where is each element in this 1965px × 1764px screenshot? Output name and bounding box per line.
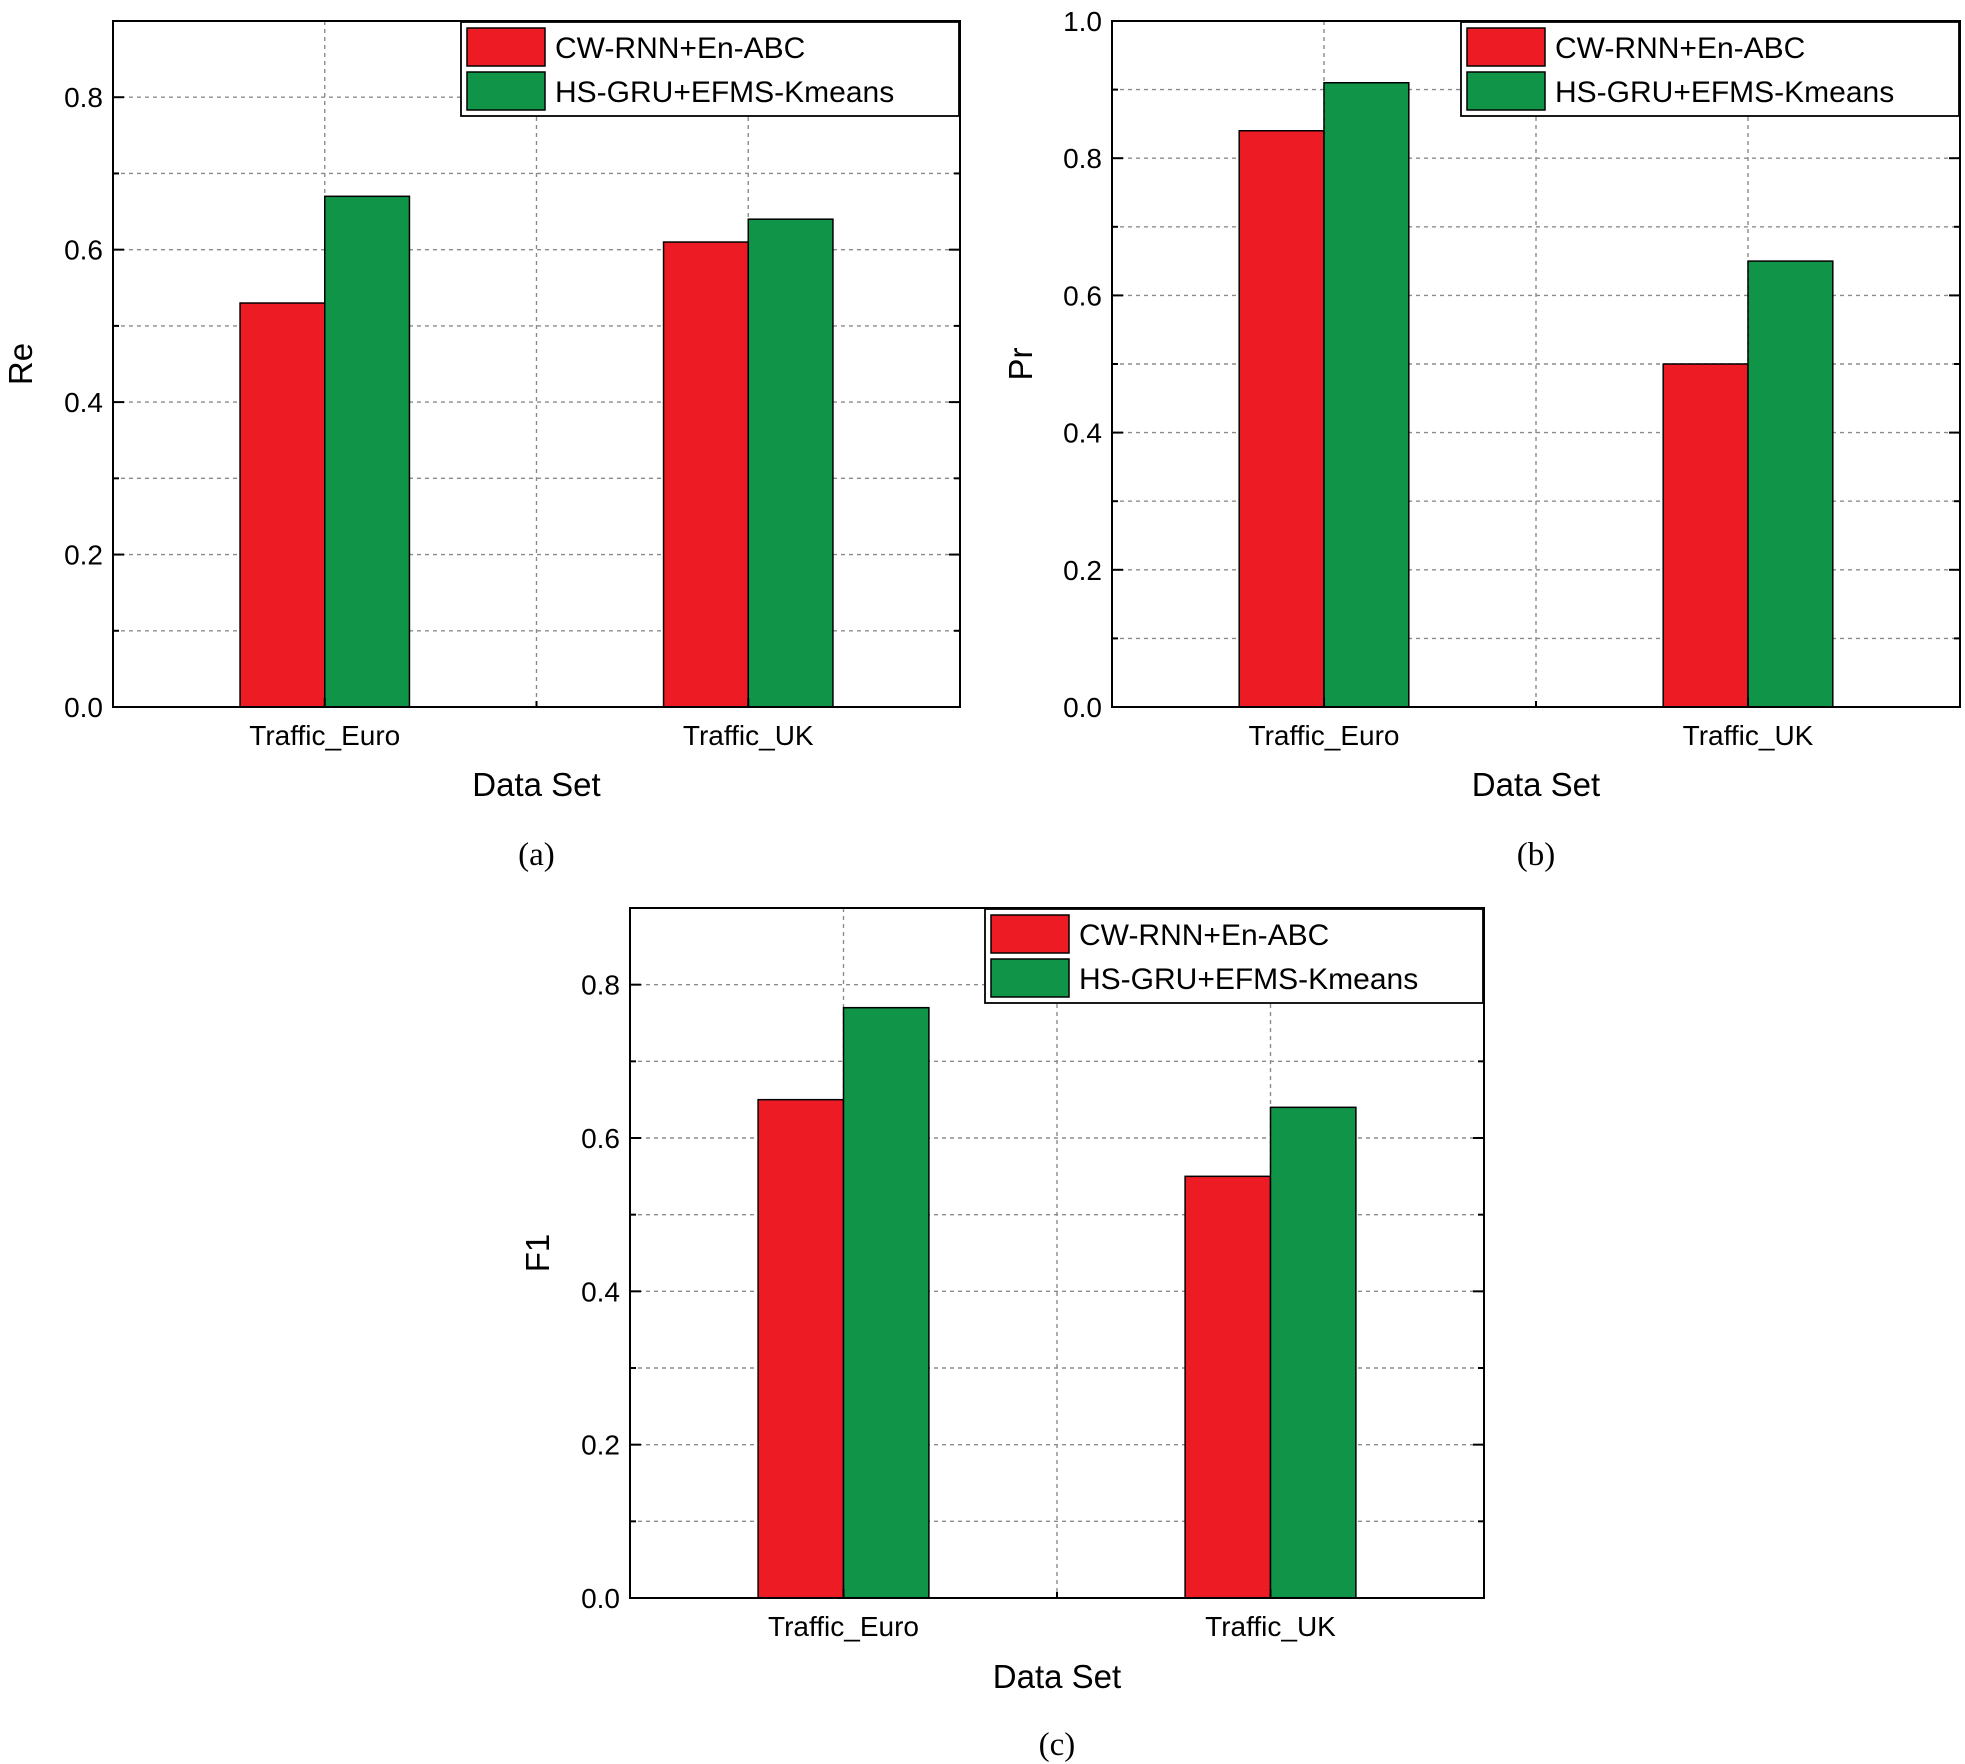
- bar-traffic-uk-series-2: [747, 218, 834, 708]
- y-tick-label: 0.2: [64, 540, 103, 571]
- y-axis-label: Pr: [1002, 347, 1039, 380]
- legend: CW-RNN+En-ABC HS-GRU+EFMS-Kmeans: [1460, 21, 1960, 117]
- legend-swatch-series-2: [990, 958, 1070, 998]
- y-tick-label: 1.0: [1063, 6, 1102, 37]
- y-axis-label: F1: [519, 1234, 556, 1273]
- y-tick-label: 0.8: [64, 82, 103, 113]
- chart-panel-2: 0.0 0.2 0.4 0.6 0.8 1.0 Traffic_Euro Traffic_UK…: [1002, 6, 1961, 873]
- panel-caption: (a): [518, 837, 555, 873]
- x-tick-label: Traffic_UK: [683, 720, 814, 751]
- bar-traffic-uk-series-2: [1269, 1106, 1357, 1599]
- x-tick-label: Traffic_UK: [1683, 720, 1814, 751]
- legend: CW-RNN+En-ABC HS-GRU+EFMS-Kmeans: [984, 908, 1484, 1004]
- legend-swatch-series-2: [1466, 71, 1546, 111]
- y-tick-label: 0.8: [1063, 143, 1102, 174]
- x-tick-label: Traffic_UK: [1205, 1611, 1336, 1642]
- x-tick-label: Traffic_Euro: [768, 1611, 919, 1642]
- y-tick-label: 0.2: [1063, 555, 1102, 586]
- bar-traffic-uk-series-1: [1662, 363, 1749, 708]
- legend-label-series-1: CW-RNN+En-ABC: [555, 32, 805, 65]
- bar-traffic-uk-series-1: [1184, 1175, 1272, 1599]
- legend-label-series-2: HS-GRU+EFMS-Kmeans: [1079, 963, 1418, 996]
- y-tick-label: 0.4: [581, 1276, 620, 1307]
- bar-traffic-euro-series-1: [1238, 130, 1325, 708]
- chart-panel-1: 0.0 0.2 0.4 0.6 0.8 Traffic_Euro Traffic_UK Dat…: [2, 20, 961, 873]
- panel-caption: (b): [1517, 837, 1555, 873]
- bar-traffic-euro-series-1: [239, 302, 326, 708]
- legend-swatch-series-2: [466, 71, 546, 111]
- bar-traffic-euro-series-1: [757, 1098, 845, 1599]
- y-tick-label: 0.0: [64, 692, 103, 723]
- y-tick-label: 0.4: [1063, 418, 1102, 449]
- bar-traffic-uk-series-2: [1747, 260, 1834, 708]
- y-tick-label: 0.0: [581, 1583, 620, 1614]
- legend-swatch-series-1: [1466, 27, 1546, 67]
- legend: CW-RNN+En-ABC HS-GRU+EFMS-Kmeans: [460, 21, 960, 117]
- bar-traffic-euro-series-2: [1323, 81, 1410, 708]
- legend-swatch-series-1: [990, 914, 1070, 954]
- y-tick-label: 0.6: [1063, 280, 1102, 311]
- legend-label-series-1: CW-RNN+En-ABC: [1555, 32, 1805, 65]
- panel-caption: (c): [1039, 1727, 1076, 1763]
- legend-swatch-series-1: [466, 27, 546, 67]
- x-tick-label: Traffic_Euro: [249, 720, 400, 751]
- y-tick-label: 0.6: [581, 1123, 620, 1154]
- bar-traffic-uk-series-1: [662, 241, 749, 708]
- y-tick-label: 0.8: [581, 970, 620, 1001]
- y-tick-label: 0.4: [64, 387, 103, 418]
- x-axis-label: Data Set: [993, 1658, 1121, 1695]
- y-tick-label: 0.2: [581, 1430, 620, 1461]
- x-axis-label: Data Set: [1472, 766, 1600, 803]
- legend-label-series-2: HS-GRU+EFMS-Kmeans: [555, 76, 894, 109]
- y-axis-label: Re: [2, 343, 39, 385]
- bar-traffic-euro-series-2: [842, 1006, 930, 1599]
- legend-label-series-2: HS-GRU+EFMS-Kmeans: [1555, 76, 1894, 109]
- y-tick-label: 0.0: [1063, 692, 1102, 723]
- chart-panel-3: 0.0 0.2 0.4 0.6 0.8 Traffic_Euro Traffic_UK Dat…: [519, 907, 1485, 1763]
- y-tick-label: 0.6: [64, 235, 103, 266]
- x-tick-label: Traffic_Euro: [1249, 720, 1400, 751]
- bar-traffic-euro-series-2: [324, 195, 411, 708]
- legend-label-series-1: CW-RNN+En-ABC: [1079, 919, 1329, 952]
- x-axis-label: Data Set: [472, 766, 600, 803]
